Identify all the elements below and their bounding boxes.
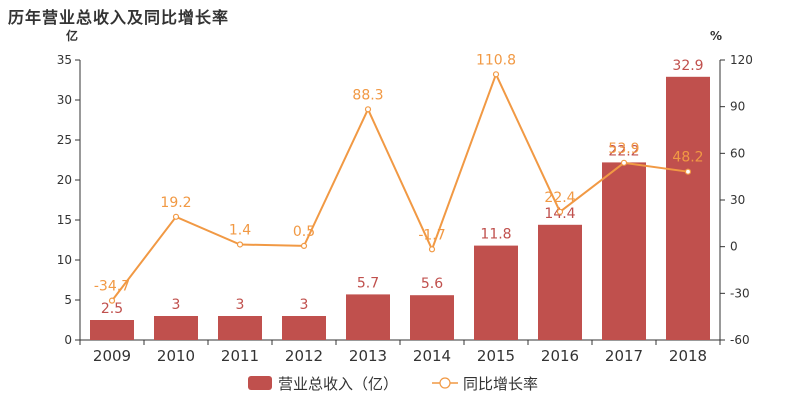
bar [154,316,198,340]
chart-title: 历年营业总收入及同比增长率 [8,8,230,27]
bar-value-label: 5.7 [357,275,379,291]
bar-value-label: 11.8 [480,227,511,243]
line-value-label: 1.4 [229,222,251,238]
right-tick-label: 0 [730,240,738,254]
left-tick-label: 10 [57,253,72,267]
line-point [108,297,116,304]
line-value-label: -1.7 [418,227,445,243]
line-value-label: 53.9 [608,141,639,157]
left-tick-label: 5 [64,293,72,307]
bar [90,320,134,340]
x-tick-label: 2010 [157,347,195,365]
bar [282,316,326,340]
line-point [556,208,564,215]
line-value-label: 110.8 [476,52,516,68]
x-tick-label: 2014 [413,347,451,365]
bar-value-label: 3 [236,297,245,313]
x-tick-label: 2012 [285,347,323,365]
line-value-label: -34.7 [94,279,130,295]
right-tick-label: -30 [730,286,750,300]
x-tick-label: 2011 [221,347,259,365]
bar [474,245,518,340]
legend-line-label: 同比增长率 [463,375,538,393]
bar [666,76,710,341]
legend-bar-label: 营业总收入（亿） [278,375,398,393]
line-value-label: 88.3 [352,87,383,103]
line-point [620,159,628,166]
line-value-label: 22.4 [544,190,575,206]
x-tick-label: 2018 [669,347,707,365]
growth-line [111,71,689,302]
bar-value-label: 5.6 [421,276,443,292]
bar [410,295,454,340]
line-value-label: 0.5 [293,224,315,240]
line-value-label: 19.2 [160,195,191,211]
right-tick-label: 120 [730,53,753,67]
left-axis-unit: 亿 [66,28,78,43]
bar [538,224,582,340]
left-tick-label: 30 [57,93,72,107]
left-tick-label: 20 [57,173,72,187]
legend-bar-swatch [248,376,272,390]
left-tick-label: 25 [57,133,72,147]
line-point [364,106,372,113]
right-tick-label: -60 [730,333,750,347]
legend-line-marker [439,377,451,389]
left-tick-label: 15 [57,213,72,227]
bar-value-label: 2.5 [101,301,123,317]
line-point [428,246,436,253]
x-tick-label: 2017 [605,347,643,365]
x-tick-label: 2016 [541,347,579,365]
line-point [236,241,244,248]
left-tick-label: 35 [57,53,72,67]
line-point [492,71,500,78]
x-tick-label: 2009 [93,347,131,365]
x-tick-label: 2015 [477,347,515,365]
right-tick-label: 60 [730,146,745,160]
left-tick-label: 0 [64,333,72,347]
bar [218,316,262,340]
line-point [172,213,180,220]
x-tick-label: 2013 [349,347,387,365]
line-value-label: 48.2 [672,150,703,166]
line-point [300,242,308,249]
right-tick-label: 90 [730,100,745,114]
bar [346,294,390,340]
bar-value-label: 3 [300,297,309,313]
bar [602,162,646,340]
right-tick-label: 30 [730,193,745,207]
bar-value-label: 32.9 [672,58,703,74]
bar-value-label: 3 [172,297,181,313]
bar-value-label: 22.2 [608,143,639,159]
right-axis-unit: % [710,29,722,43]
line-point [684,168,692,175]
